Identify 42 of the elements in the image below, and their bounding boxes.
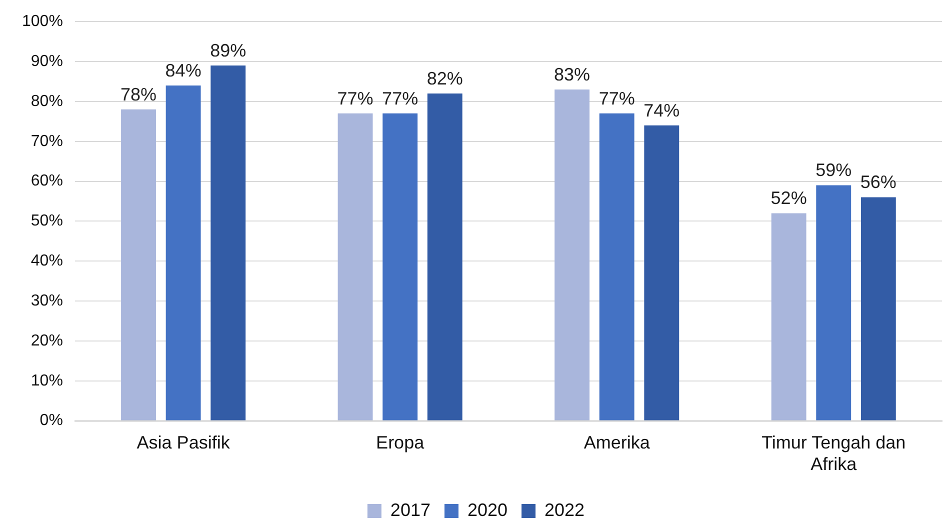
data-label: 84% bbox=[165, 60, 202, 80]
bar bbox=[338, 113, 373, 420]
y-tick-label: 90% bbox=[30, 52, 63, 70]
y-tick-label: 20% bbox=[30, 332, 63, 350]
data-label: 82% bbox=[426, 68, 463, 88]
legend-label: 2017 bbox=[390, 500, 430, 520]
bar bbox=[860, 197, 896, 420]
data-label: 74% bbox=[644, 100, 680, 120]
x-tick-label: Asia Pasifik bbox=[136, 432, 231, 453]
bar bbox=[771, 213, 806, 420]
data-label: 77% bbox=[598, 88, 635, 108]
x-tick-label: Amerika bbox=[584, 432, 651, 453]
legend-label: 2020 bbox=[467, 500, 508, 520]
data-label: 89% bbox=[210, 40, 246, 60]
y-tick-label: 60% bbox=[30, 172, 63, 190]
legend-label: 2022 bbox=[544, 500, 585, 520]
bar bbox=[816, 185, 852, 420]
bar bbox=[382, 113, 418, 420]
y-tick-label: 30% bbox=[30, 292, 63, 310]
y-tick-label: 10% bbox=[30, 372, 63, 390]
bar bbox=[121, 109, 156, 420]
data-label: 83% bbox=[554, 64, 590, 84]
x-tick-label: Timur Tengah dan Afrika bbox=[762, 432, 906, 474]
y-tick-label: 50% bbox=[30, 212, 63, 230]
bar bbox=[599, 113, 634, 420]
y-tick-label: 0% bbox=[40, 412, 63, 430]
data-label: 77% bbox=[382, 88, 418, 108]
bar bbox=[210, 66, 246, 420]
bar bbox=[427, 93, 462, 420]
y-tick-label: 80% bbox=[30, 92, 63, 110]
data-label: 52% bbox=[770, 188, 807, 208]
y-tick-label: 100% bbox=[22, 13, 63, 30]
data-label: 56% bbox=[860, 172, 896, 192]
bar bbox=[166, 85, 201, 420]
data-label: 59% bbox=[816, 160, 852, 180]
x-tick-label: Eropa bbox=[376, 432, 426, 453]
data-label: 78% bbox=[120, 84, 157, 104]
y-tick-label: 70% bbox=[30, 132, 63, 150]
bar bbox=[644, 125, 680, 420]
data-label: 77% bbox=[337, 88, 374, 108]
y-tick-label: 40% bbox=[30, 252, 63, 270]
bar bbox=[554, 89, 590, 420]
